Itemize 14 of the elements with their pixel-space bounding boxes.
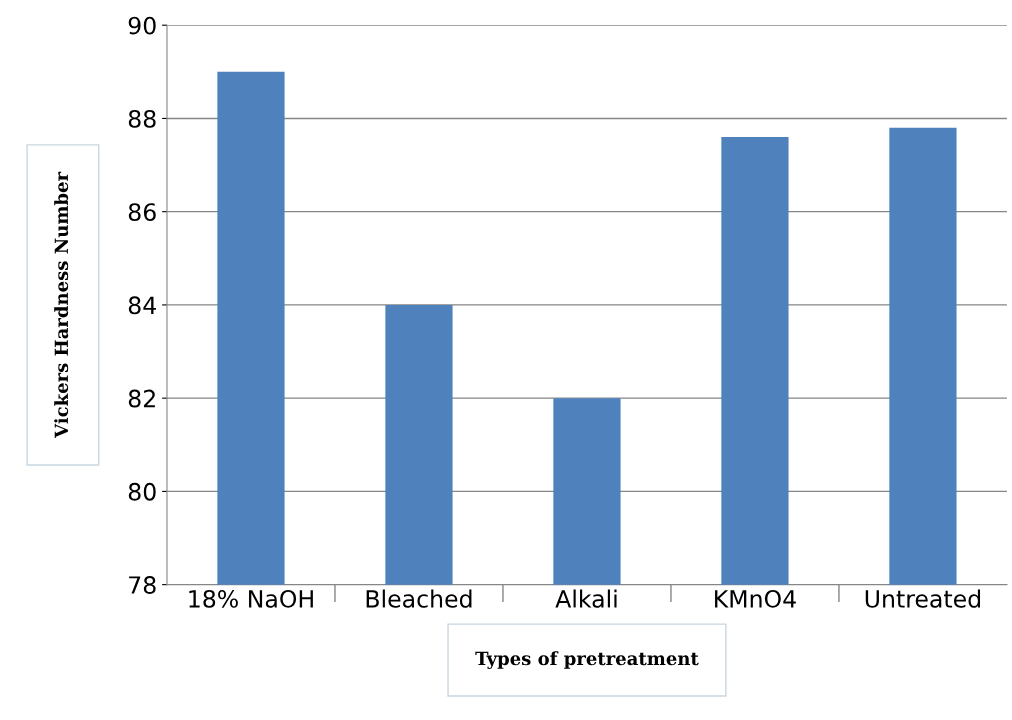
y-tick-label: 80 [128,482,156,501]
x-tick-label: KMnO4 [715,589,796,608]
x-axis-title: Types of pretreatment [475,651,699,669]
y-tick-label: 84 [128,296,156,315]
x-tick-label: Alkali [555,589,617,608]
x-tick-label: 18% NaOH [189,589,313,608]
x-tick-label: Bleached [366,589,472,608]
y-tick-label: 78 [129,576,156,594]
y-tick-label: 88 [128,109,156,128]
y-tick-label: 82 [128,389,155,408]
y-tick-label: 90 [128,16,156,35]
y-tick-label: 86 [128,203,156,221]
x-tick-label: Untreated [865,589,981,608]
y-axis-title: Vickers Hardness Number [54,171,69,439]
